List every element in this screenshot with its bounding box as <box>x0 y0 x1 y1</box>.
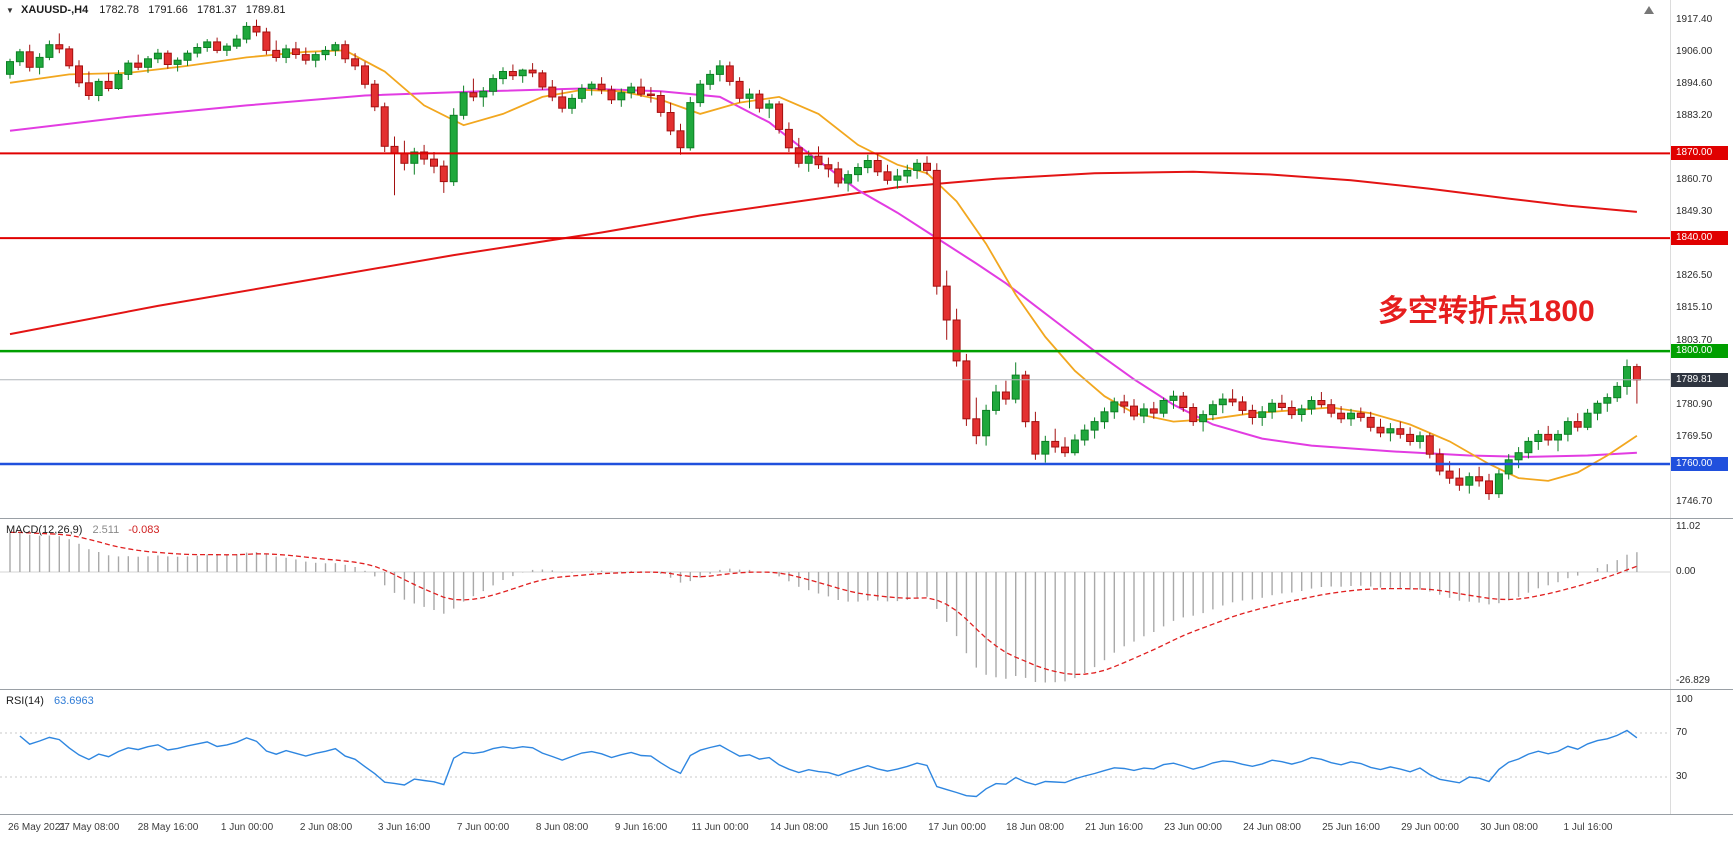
time-axis-label: 7 Jun 00:00 <box>456 822 510 833</box>
macd-axis-label: -26.829 <box>1676 675 1710 686</box>
ma-slow-line <box>9 170 1637 336</box>
price-axis-label: 1894.60 <box>1676 78 1713 89</box>
time-axis-label: 17 Jun 00:00 <box>928 822 986 833</box>
price-axis-label: 1906.00 <box>1676 46 1713 57</box>
price-axis-label: 1917.40 <box>1676 14 1713 25</box>
price-badge-1800.00[interactable]: 1800.00 <box>1671 344 1728 358</box>
macd-label: MACD(12,26,9) <box>6 524 83 536</box>
price-axis-label: 1815.10 <box>1676 302 1713 313</box>
macd-signal-line <box>10 531 1638 676</box>
moving-averages-layer <box>9 49 1638 482</box>
price-badge-1760.00[interactable]: 1760.00 <box>1671 457 1728 471</box>
time-axis-label: 26 May 2021 <box>8 822 66 833</box>
price-axis-label: 1769.50 <box>1676 431 1713 442</box>
price-axis-border <box>1670 0 1671 814</box>
price-axis-label: 1803.70 <box>1676 335 1713 346</box>
price-badge-1870.00[interactable]: 1870.00 <box>1671 146 1728 160</box>
ohlc-low: 1781.37 <box>196 4 237 16</box>
autoscroll-marker-icon[interactable] <box>1644 6 1654 14</box>
candles-layer <box>6 19 1641 500</box>
time-axis-label: 1 Jul 16:00 <box>1563 822 1613 833</box>
rsi-plot[interactable] <box>0 691 1670 814</box>
rsi-label: RSI(14) <box>6 695 44 707</box>
time-axis-label: 28 May 16:00 <box>137 822 199 833</box>
time-axis-label: 2 Jun 08:00 <box>299 822 353 833</box>
rsi-axis-label: 70 <box>1676 727 1688 738</box>
time-axis-label: 24 Jun 08:00 <box>1243 822 1301 833</box>
ohlc-open: 1782.78 <box>99 4 140 16</box>
time-axis-label: 14 Jun 08:00 <box>770 822 828 833</box>
time-axis-label: 11 Jun 00:00 <box>691 822 749 833</box>
chart-symbol-timeframe: XAUUSD-,H4 <box>20 4 89 16</box>
panel-separator-macd[interactable] <box>0 518 1733 519</box>
annotation-text[interactable]: 多空转折点1800 <box>1378 295 1595 328</box>
time-axis-label: 15 Jun 16:00 <box>849 822 907 833</box>
price-chart-plot[interactable] <box>0 0 1670 518</box>
time-axis-label: 25 Jun 16:00 <box>1322 822 1380 833</box>
price-axis-label: 1883.20 <box>1676 110 1713 121</box>
current-price-badge[interactable]: 1789.81 <box>1671 373 1728 387</box>
macd-axis-label: 11.02 <box>1676 521 1701 532</box>
rsi-axis-label: 100 <box>1676 694 1693 705</box>
ohlc-high: 1791.66 <box>148 4 188 16</box>
ma-fast-line <box>9 49 1638 482</box>
panel-separator-rsi[interactable] <box>0 689 1733 690</box>
price-axis-label: 1826.50 <box>1676 270 1713 281</box>
rsi-line <box>19 729 1638 798</box>
ohlc-close: 1789.81 <box>245 4 286 16</box>
macd-value-signal: -0.083 <box>128 524 160 536</box>
rsi-header: RSI(14) 63.6963 <box>6 695 94 707</box>
time-axis-label: 9 Jun 16:00 <box>614 822 668 833</box>
rsi-axis-label: 30 <box>1676 771 1688 782</box>
chart-menu-icon[interactable]: ▼ <box>6 6 14 15</box>
price-axis-label: 1746.70 <box>1676 496 1713 507</box>
panel-separator-time-axis[interactable] <box>0 814 1733 815</box>
time-axis-label: 29 Jun 00:00 <box>1401 822 1459 833</box>
macd-value-main: 2.511 <box>92 524 120 536</box>
ma-medium-line <box>9 87 1637 458</box>
macd-histogram <box>9 532 1638 683</box>
price-axis-label: 1860.70 <box>1676 174 1713 185</box>
time-axis-label: 30 Jun 08:00 <box>1480 822 1538 833</box>
time-axis-label: 3 Jun 16:00 <box>377 822 431 833</box>
price-axis-label: 1780.90 <box>1676 399 1713 410</box>
macd-axis-label: 0.00 <box>1676 566 1696 577</box>
price-badge-1840.00[interactable]: 1840.00 <box>1671 231 1728 245</box>
macd-header: MACD(12,26,9) 2.511 -0.083 <box>6 524 159 536</box>
chart-title: ▼ XAUUSD-,H4 1782.78 1791.66 1781.37 178… <box>6 4 292 16</box>
time-axis-label: 23 Jun 00:00 <box>1164 822 1222 833</box>
macd-plot[interactable] <box>0 520 1670 689</box>
time-axis-label: 8 Jun 08:00 <box>535 822 589 833</box>
time-axis-label: 21 Jun 16:00 <box>1085 822 1143 833</box>
time-axis-label: 27 May 08:00 <box>58 822 120 833</box>
time-axis-label: 1 Jun 00:00 <box>220 822 274 833</box>
price-axis-label: 1849.30 <box>1676 206 1713 217</box>
rsi-value: 63.6963 <box>53 695 94 707</box>
time-axis-label: 18 Jun 08:00 <box>1006 822 1064 833</box>
